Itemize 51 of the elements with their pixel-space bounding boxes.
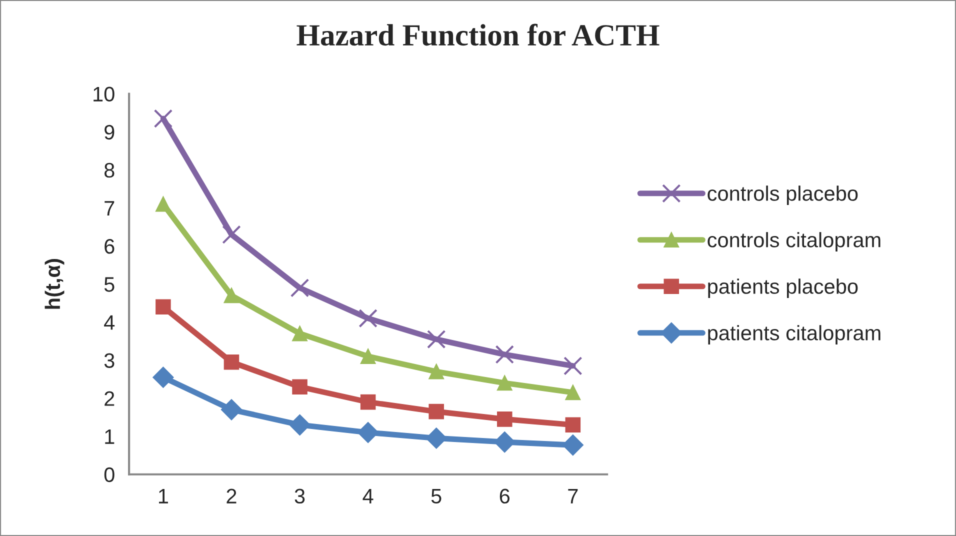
x-tick-label: 2 — [226, 488, 236, 504]
point — [152, 366, 174, 388]
point — [360, 394, 376, 410]
legend-label: controls citalopram — [708, 232, 880, 252]
point — [360, 348, 376, 364]
point — [358, 422, 379, 444]
point — [156, 299, 171, 315]
point — [220, 399, 242, 420]
point — [494, 431, 516, 453]
point — [496, 412, 512, 427]
y-tick-label: 8 — [104, 162, 114, 178]
legend-label: patients placebo — [708, 278, 858, 298]
point — [496, 375, 512, 391]
x-tick-label: 4 — [362, 489, 374, 504]
point — [292, 379, 308, 394]
x-tick-label: 3 — [294, 488, 305, 504]
y-tick-label: 5 — [104, 277, 114, 292]
point — [426, 428, 447, 449]
point — [426, 330, 446, 349]
point — [565, 384, 581, 400]
point — [428, 404, 444, 420]
legend-label: patients citalopram — [708, 325, 880, 345]
x-tick-label: 7 — [568, 489, 578, 504]
y-axis-title: h(t,α) — [44, 259, 64, 309]
point — [289, 414, 310, 436]
point — [564, 356, 582, 376]
y-tick-label: 9 — [104, 124, 114, 140]
point — [358, 308, 378, 328]
point — [224, 354, 240, 370]
y-tick-label: 7 — [104, 201, 114, 216]
x-tick-label: 1 — [159, 489, 168, 504]
point — [224, 288, 240, 304]
legend-label: controls placebo — [708, 186, 858, 206]
y-tick-label: 10 — [94, 86, 114, 102]
x-tick-label: 5 — [431, 489, 442, 504]
y-tick-label: 6 — [104, 239, 114, 254]
point — [290, 278, 310, 298]
x-tick-label: 6 — [500, 488, 510, 504]
point — [495, 345, 514, 364]
y-tick-label: 4 — [104, 315, 115, 330]
point — [156, 196, 171, 212]
chart-title: Hazard Function for ACTH — [296, 24, 660, 46]
point — [428, 364, 444, 380]
y-tick-label: 3 — [104, 353, 114, 368]
y-tick-label: 2 — [104, 391, 114, 406]
point — [154, 109, 173, 128]
point — [565, 417, 581, 433]
y-tick-label: 1 — [105, 430, 114, 444]
point — [292, 326, 308, 342]
y-tick-label: 0 — [104, 467, 114, 482]
point — [222, 225, 241, 244]
